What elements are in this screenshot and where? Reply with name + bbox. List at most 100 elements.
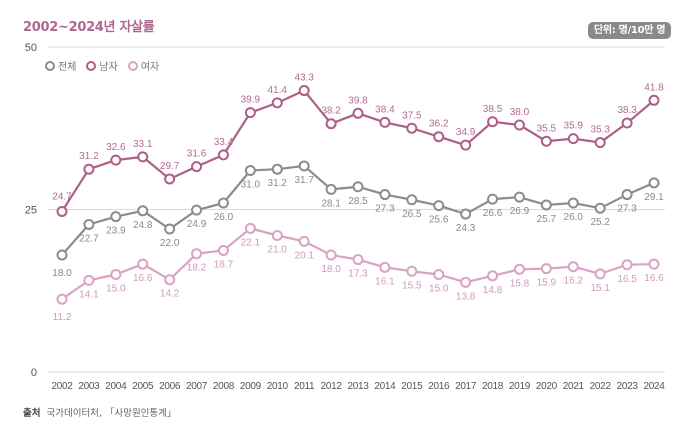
data-label: 24.8: [133, 220, 153, 231]
data-label: 31.7: [294, 175, 314, 186]
data-label: 14.8: [483, 285, 503, 296]
data-label: 33.1: [133, 139, 153, 150]
x-tick-label: 2015: [401, 381, 423, 392]
x-tick-label: 2017: [455, 381, 477, 392]
data-point: [352, 181, 364, 193]
data-label: 13.8: [456, 291, 476, 302]
data-point: [406, 265, 418, 277]
data-point: [325, 183, 337, 195]
data-label: 15.8: [510, 278, 530, 289]
data-label: 16.5: [617, 274, 637, 285]
x-tick-label: 2005: [132, 381, 154, 392]
data-point: [460, 208, 472, 220]
data-label: 18.7: [214, 259, 234, 270]
y-tick-label: 50: [25, 42, 37, 54]
data-label: 31.6: [187, 149, 207, 160]
x-tick-label: 2016: [428, 381, 450, 392]
data-label: 15.9: [537, 278, 557, 289]
data-point: [83, 274, 95, 286]
data-label: 38.5: [483, 104, 503, 115]
data-label: 18.0: [52, 268, 72, 279]
x-tick-label: 2024: [643, 381, 665, 392]
data-label: 31.0: [241, 180, 261, 191]
data-label: 36.2: [429, 119, 449, 130]
x-tick-label: 2011: [294, 381, 315, 392]
x-tick-label: 2020: [536, 381, 558, 392]
data-label: 31.2: [268, 178, 288, 189]
data-label: 21.0: [268, 245, 288, 256]
data-label: 15.1: [590, 283, 610, 294]
data-label: 38.2: [321, 106, 341, 117]
data-label: 34.9: [456, 127, 476, 138]
x-tick-label: 2012: [321, 381, 343, 392]
data-label: 26.5: [402, 209, 422, 220]
data-point: [648, 177, 660, 189]
data-point: [379, 116, 391, 128]
data-label: 22.0: [160, 238, 180, 249]
data-label: 14.1: [79, 289, 99, 300]
data-point: [379, 261, 391, 273]
chart-title: 2002~2024년 자살률: [23, 20, 155, 35]
legend-item-male: 남자: [86, 58, 118, 73]
data-point: [487, 116, 499, 128]
legend-item-female: 여자: [127, 58, 159, 73]
data-label: 18.2: [187, 263, 207, 274]
data-point: [513, 119, 525, 131]
data-point: [594, 202, 606, 214]
x-tick-label: 2018: [482, 381, 504, 392]
data-point: [244, 107, 256, 119]
x-tick-label: 2004: [105, 381, 127, 392]
y-tick-label: 0: [31, 367, 37, 379]
data-point: [433, 131, 445, 143]
data-point: [352, 254, 364, 266]
data-label: 33.4: [214, 137, 234, 148]
data-point: [164, 274, 176, 286]
data-point: [217, 149, 229, 161]
data-label: 43.3: [294, 73, 314, 84]
source-text: 국가데이터처, 「사망원인통계」: [46, 408, 177, 419]
x-tick-label: 2022: [590, 381, 612, 392]
data-label: 41.4: [268, 85, 288, 96]
data-label: 39.9: [241, 95, 261, 106]
source-note: 출처 국가데이터처, 「사망원인통계」: [23, 405, 176, 419]
data-point: [379, 189, 391, 201]
data-label: 27.3: [617, 204, 637, 215]
x-tick-label: 2019: [509, 381, 531, 392]
data-point: [271, 163, 283, 175]
data-point: [110, 211, 122, 223]
data-label: 25.7: [537, 214, 557, 225]
data-point: [83, 218, 95, 230]
series-line: [61, 164, 655, 256]
data-label: 18.0: [321, 264, 341, 275]
data-point: [621, 259, 633, 271]
data-point: [217, 244, 229, 256]
data-point: [217, 197, 229, 209]
data-label: 31.2: [79, 151, 99, 162]
data-label: 37.5: [402, 110, 422, 121]
data-point: [406, 194, 418, 206]
data-point: [460, 276, 472, 288]
data-label: 17.3: [348, 269, 368, 280]
data-point: [567, 197, 579, 209]
data-point: [567, 261, 579, 273]
data-label: 28.5: [348, 196, 368, 207]
data-point: [191, 248, 203, 260]
legend-label: 전체: [58, 62, 77, 73]
data-label: 22.7: [79, 233, 99, 244]
data-point: [594, 268, 606, 280]
data-point: [137, 258, 149, 270]
data-label: 26.9: [510, 206, 530, 217]
data-label: 38.0: [510, 107, 530, 118]
data-label: 16.1: [375, 276, 395, 287]
data-point: [325, 249, 337, 261]
legend-marker-icon: [127, 60, 138, 71]
x-tick-label: 2014: [374, 381, 396, 392]
data-label: 35.5: [537, 123, 557, 134]
x-tick-label: 2008: [213, 381, 235, 392]
data-label: 24.3: [456, 223, 476, 234]
data-point: [621, 117, 633, 129]
legend-marker-icon: [86, 60, 97, 71]
data-label: 29.1: [644, 192, 664, 203]
data-point: [406, 122, 418, 134]
